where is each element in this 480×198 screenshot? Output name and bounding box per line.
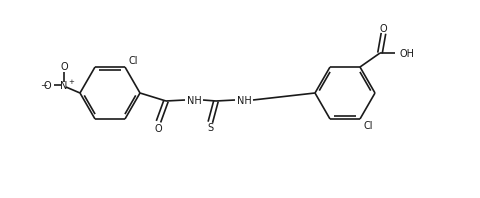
Text: OH: OH [399, 49, 415, 59]
Text: O: O [43, 81, 51, 91]
Text: O: O [380, 24, 387, 34]
Text: NH: NH [187, 96, 202, 106]
Text: O: O [155, 124, 162, 134]
Text: −: − [40, 82, 47, 90]
Text: NH: NH [237, 96, 252, 106]
Text: Cl: Cl [128, 56, 137, 66]
Text: O: O [60, 62, 68, 72]
Text: N: N [60, 81, 68, 91]
Text: Cl: Cl [363, 121, 372, 131]
Text: S: S [207, 123, 214, 133]
Text: +: + [68, 78, 74, 85]
